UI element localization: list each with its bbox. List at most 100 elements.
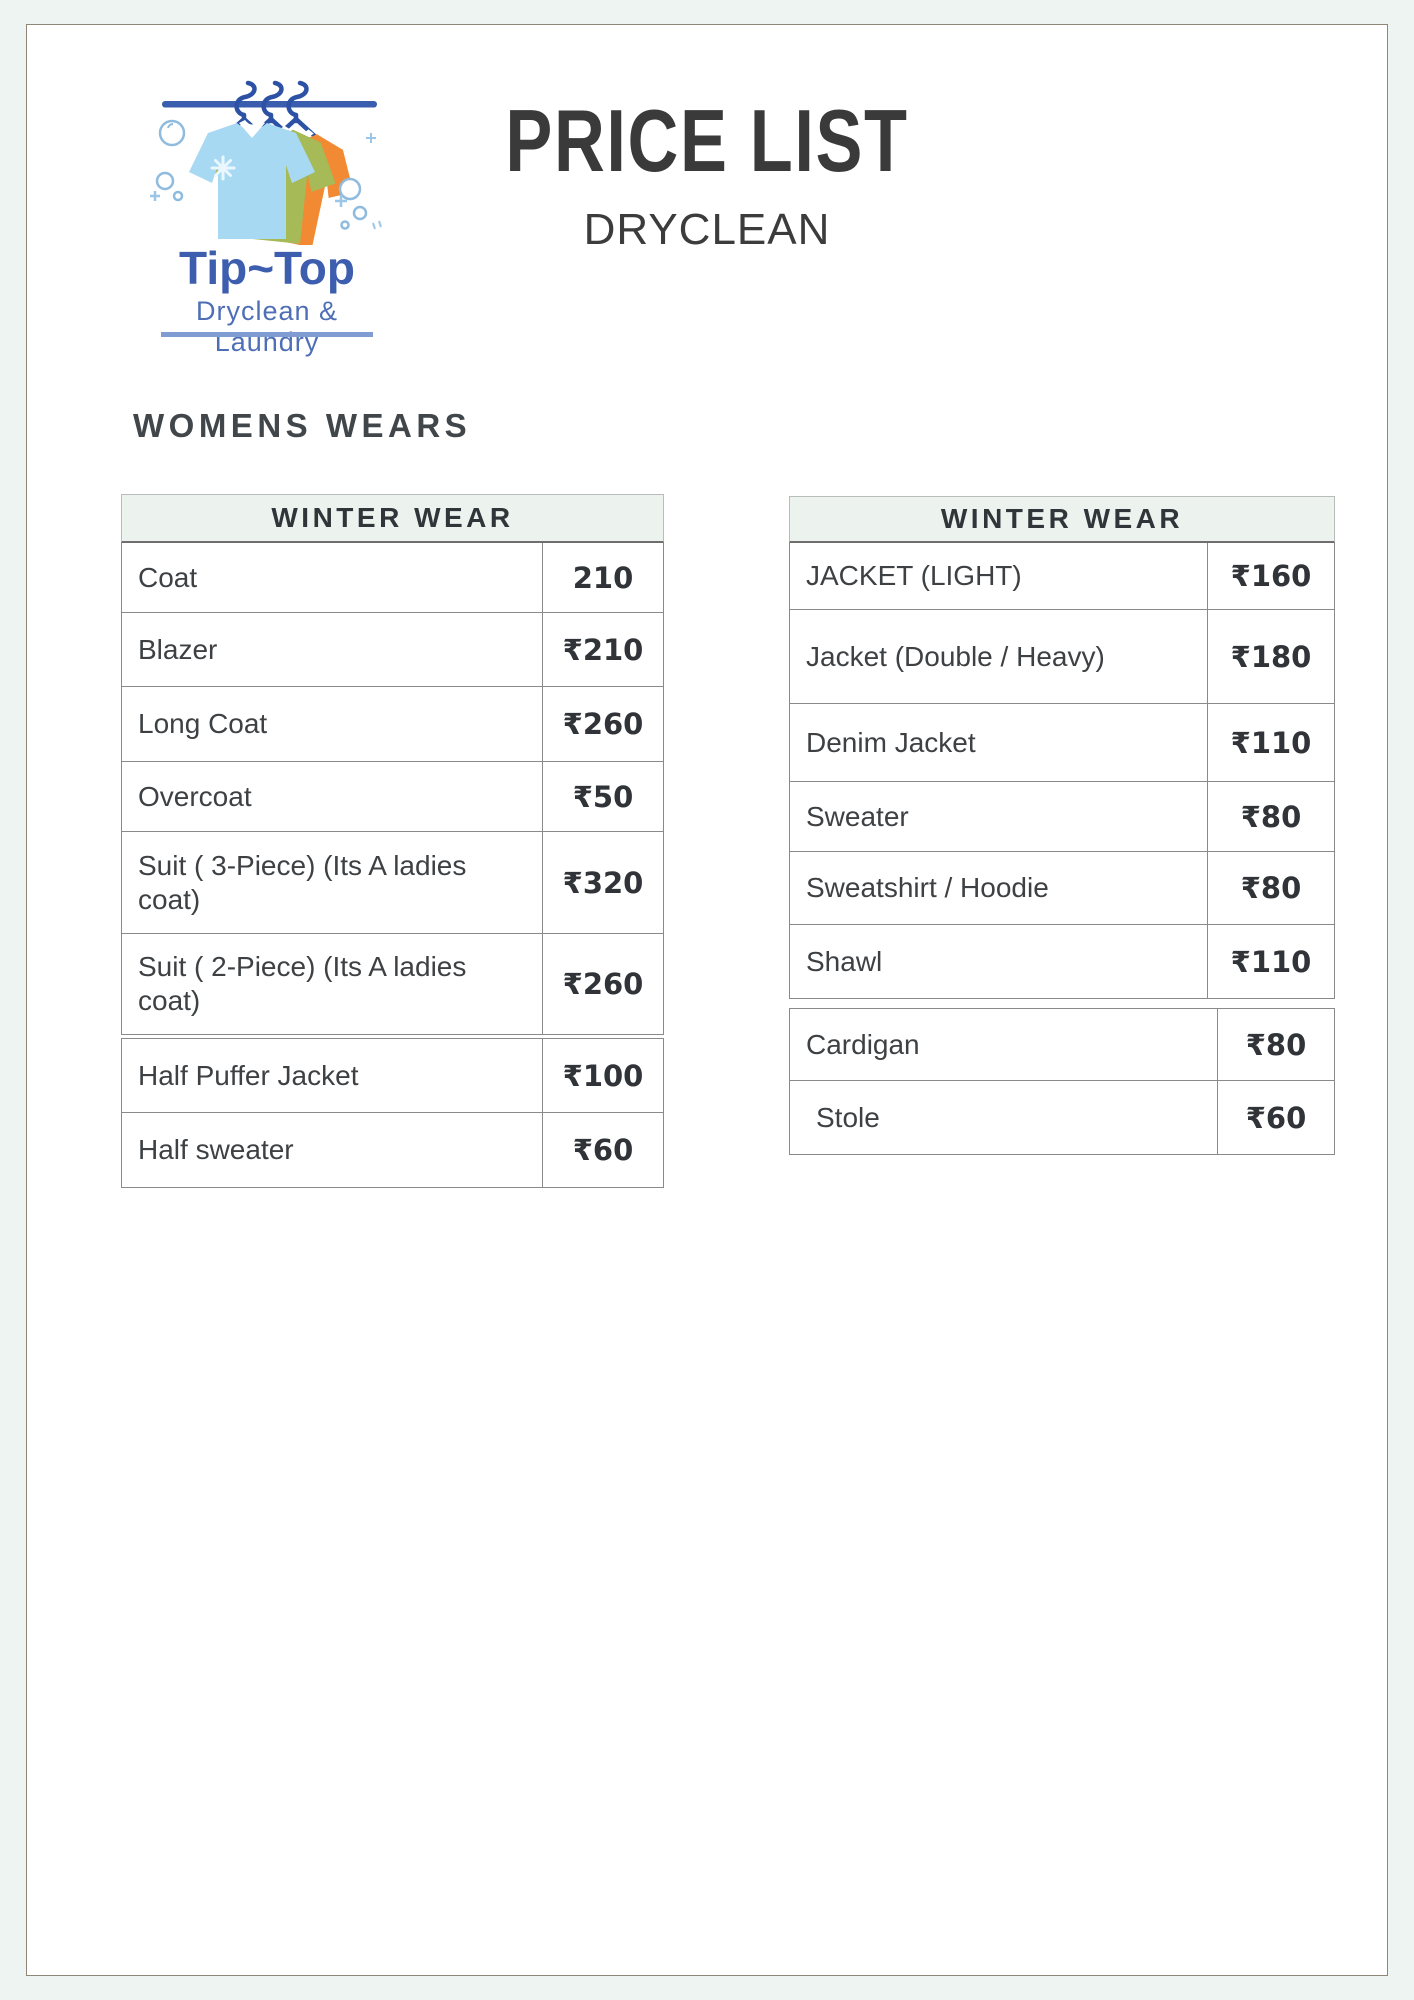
tshirts-hanger-logo-icon	[150, 80, 382, 245]
price-label: 210	[572, 560, 634, 595]
item-label: Coat	[138, 561, 198, 593]
price-cell: ₹160	[1208, 543, 1334, 609]
item-cell: Stole	[790, 1081, 1218, 1154]
table-body: Cardigan ₹80 Stole ₹60	[789, 1008, 1335, 1155]
price-label: ₹260	[562, 707, 644, 741]
item-cell: Sweatshirt / Hoodie	[790, 852, 1208, 924]
price-cell: ₹110	[1208, 925, 1334, 998]
item-cell: Blazer	[122, 613, 543, 686]
table-row: Long Coat ₹260	[122, 686, 663, 761]
price-table-right: WINTER WEAR JACKET (LIGHT) ₹160 Jacket (…	[789, 496, 1335, 1155]
item-cell: Long Coat	[122, 687, 543, 761]
table-row: Stole ₹60	[790, 1080, 1334, 1154]
price-cell: ₹110	[1208, 704, 1334, 781]
price-label: ₹60	[572, 1133, 634, 1167]
table-header-label: WINTER WEAR	[271, 502, 514, 533]
item-label: Jacket (Double / Heavy)	[806, 640, 1105, 672]
price-label: ₹50	[572, 779, 634, 814]
price-label: ₹110	[1230, 725, 1312, 760]
price-cell: ₹210	[543, 613, 663, 686]
price-label: ₹100	[562, 1058, 644, 1093]
price-cell: ₹100	[543, 1039, 663, 1112]
price-cell: ₹60	[543, 1113, 663, 1187]
price-label: ₹110	[1230, 944, 1312, 979]
item-cell: Sweater	[790, 782, 1208, 851]
item-cell: Coat	[122, 543, 543, 612]
table-row: Blazer ₹210	[122, 612, 663, 686]
section-heading: WOMENS WEARS	[133, 407, 472, 444]
item-label: Shawl	[806, 945, 883, 977]
item-label: Cardigan	[806, 1028, 920, 1060]
item-label: Half sweater	[138, 1134, 294, 1166]
table-row: Cardigan ₹80	[790, 1009, 1334, 1080]
table-row: Overcoat ₹50	[122, 761, 663, 831]
price-cell: ₹180	[1208, 610, 1334, 703]
price-label: ₹180	[1230, 639, 1312, 674]
item-label: Sweater	[806, 800, 909, 832]
table-header-label: WINTER WEAR	[940, 503, 1184, 534]
table-row: Half Puffer Jacket ₹100	[122, 1039, 663, 1112]
table-body: JACKET (LIGHT) ₹160 Jacket (Double / Hea…	[789, 543, 1335, 999]
item-cell: JACKET (LIGHT)	[790, 543, 1208, 609]
price-cell: ₹80	[1208, 782, 1334, 851]
item-cell: Suit ( 2-Piece) (Its A ladies coat)	[122, 934, 543, 1034]
price-cell: ₹60	[1218, 1081, 1334, 1154]
table-row: Suit ( 3-Piece) (Its A ladies coat) ₹320	[122, 831, 663, 933]
price-label: ₹80	[1240, 799, 1302, 834]
brand-logo: Tip~Top Dryclean & Laundry	[145, 77, 389, 369]
page-subtitle: DRYCLEAN	[583, 205, 831, 254]
price-label: ₹160	[1230, 559, 1312, 593]
price-cell: ₹50	[543, 762, 663, 831]
item-cell: Cardigan	[790, 1009, 1218, 1080]
item-label: Half Puffer Jacket	[138, 1059, 359, 1091]
table-row: Jacket (Double / Heavy) ₹180	[790, 609, 1334, 703]
table-row: Sweatshirt / Hoodie ₹80	[790, 851, 1334, 924]
item-label: Blazer	[138, 633, 218, 665]
page-title-text: PRICE LIST	[505, 91, 909, 190]
price-cell: ₹80	[1218, 1009, 1334, 1080]
page-title: PRICE LIST	[27, 91, 1387, 190]
item-cell: Denim Jacket	[790, 704, 1208, 781]
table-body: Coat 210 Blazer ₹210 Long Coat ₹260 Over…	[121, 543, 664, 1035]
item-label: Sweatshirt / Hoodie	[806, 872, 1049, 904]
price-cell: ₹260	[543, 687, 663, 761]
item-label: Stole	[816, 1101, 880, 1133]
item-cell: Shawl	[790, 925, 1208, 998]
price-label: ₹260	[562, 967, 644, 1001]
price-label: ₹80	[1245, 1027, 1307, 1062]
table-row: JACKET (LIGHT) ₹160	[790, 543, 1334, 609]
item-label: Overcoat	[138, 780, 252, 812]
item-cell: Half sweater	[122, 1113, 543, 1187]
price-label: ₹60	[1245, 1100, 1307, 1135]
price-list-page: Tip~Top Dryclean & Laundry PRICE LIST DR…	[26, 24, 1388, 1976]
price-cell: 210	[543, 543, 663, 612]
item-label: JACKET (LIGHT)	[806, 560, 1022, 592]
price-label: ₹80	[1240, 871, 1302, 905]
price-table-left: WINTER WEAR Coat 210 Blazer ₹210 Long Co…	[121, 494, 664, 1188]
item-label: Denim Jacket	[806, 726, 976, 758]
item-cell: Overcoat	[122, 762, 543, 831]
price-cell: ₹260	[543, 934, 663, 1034]
table-row: Suit ( 2-Piece) (Its A ladies coat) ₹260	[122, 933, 663, 1034]
table-header: WINTER WEAR	[121, 494, 664, 543]
logo-underline	[161, 332, 373, 337]
table-row: Sweater ₹80	[790, 781, 1334, 851]
table-body: Half Puffer Jacket ₹100 Half sweater ₹60	[121, 1038, 664, 1188]
brand-wordmark: Tip~Top	[179, 242, 355, 294]
table-header: WINTER WEAR	[789, 496, 1335, 543]
price-cell: ₹80	[1208, 852, 1334, 924]
price-label: ₹320	[562, 865, 644, 900]
table-row: Half sweater ₹60	[122, 1112, 663, 1187]
price-cell: ₹320	[543, 832, 663, 933]
item-cell: Half Puffer Jacket	[122, 1039, 543, 1112]
item-label: Suit ( 2-Piece) (Its A ladies coat)	[138, 951, 467, 1016]
item-label: Long Coat	[138, 708, 268, 740]
price-label: ₹210	[562, 632, 644, 667]
table-row: Coat 210	[122, 543, 663, 612]
table-row: Denim Jacket ₹110	[790, 703, 1334, 781]
item-cell: Suit ( 3-Piece) (Its A ladies coat)	[122, 832, 543, 933]
item-label: Suit ( 3-Piece) (Its A ladies coat)	[138, 849, 467, 915]
item-cell: Jacket (Double / Heavy)	[790, 610, 1208, 703]
table-row: Shawl ₹110	[790, 924, 1334, 998]
